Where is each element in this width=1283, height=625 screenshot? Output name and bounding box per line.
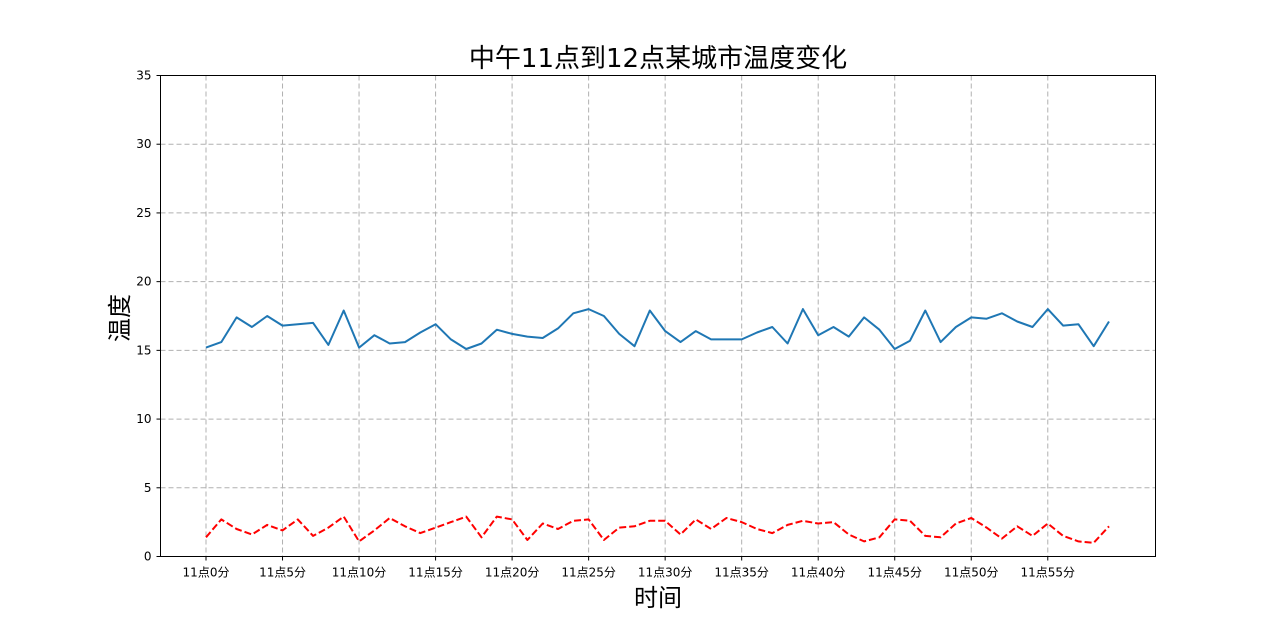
series-line-2 bbox=[205, 515, 1110, 544]
y-tick-label: 35 bbox=[136, 69, 151, 83]
series-lines bbox=[205, 308, 1110, 544]
series-line-1 bbox=[205, 308, 1110, 350]
x-tick-label: 11点55分 bbox=[1021, 566, 1076, 580]
x-tick-label: 11点20分 bbox=[485, 566, 540, 580]
plot-frame bbox=[160, 75, 1156, 557]
y-tick-label: 0 bbox=[144, 550, 152, 564]
x-tick-label: 11点40分 bbox=[791, 566, 846, 580]
x-tick-label: 11点45分 bbox=[867, 566, 922, 580]
y-tick-label: 20 bbox=[136, 275, 151, 289]
x-tick-label: 11点15分 bbox=[408, 566, 463, 580]
chart-title: 中午11点到12点某城市温度变化 bbox=[469, 44, 847, 74]
y-tick-label: 30 bbox=[136, 137, 151, 151]
x-tick-label: 11点35分 bbox=[714, 566, 769, 580]
x-tick-label: 11点25分 bbox=[561, 566, 616, 580]
x-tick-label: 11点50分 bbox=[944, 566, 999, 580]
x-tick-label: 11点0分 bbox=[183, 566, 230, 580]
x-tick-label: 11点5分 bbox=[259, 566, 306, 580]
axis-ticks: 0 5 10 15 20 25 30 35 11点0分 11点5分 11点10分 11点15分 11点2… bbox=[136, 69, 1075, 580]
x-tick-label: 11点30分 bbox=[638, 566, 693, 580]
x-tick-label: 11点10分 bbox=[332, 566, 387, 580]
y-tick-label: 15 bbox=[136, 343, 151, 357]
y-tick-label: 25 bbox=[136, 206, 151, 220]
x-axis-label: 时间 bbox=[634, 584, 682, 612]
y-axis-label: 温度 bbox=[106, 294, 134, 342]
y-tick-label: 5 bbox=[144, 481, 152, 495]
y-tick-label: 10 bbox=[136, 412, 151, 426]
